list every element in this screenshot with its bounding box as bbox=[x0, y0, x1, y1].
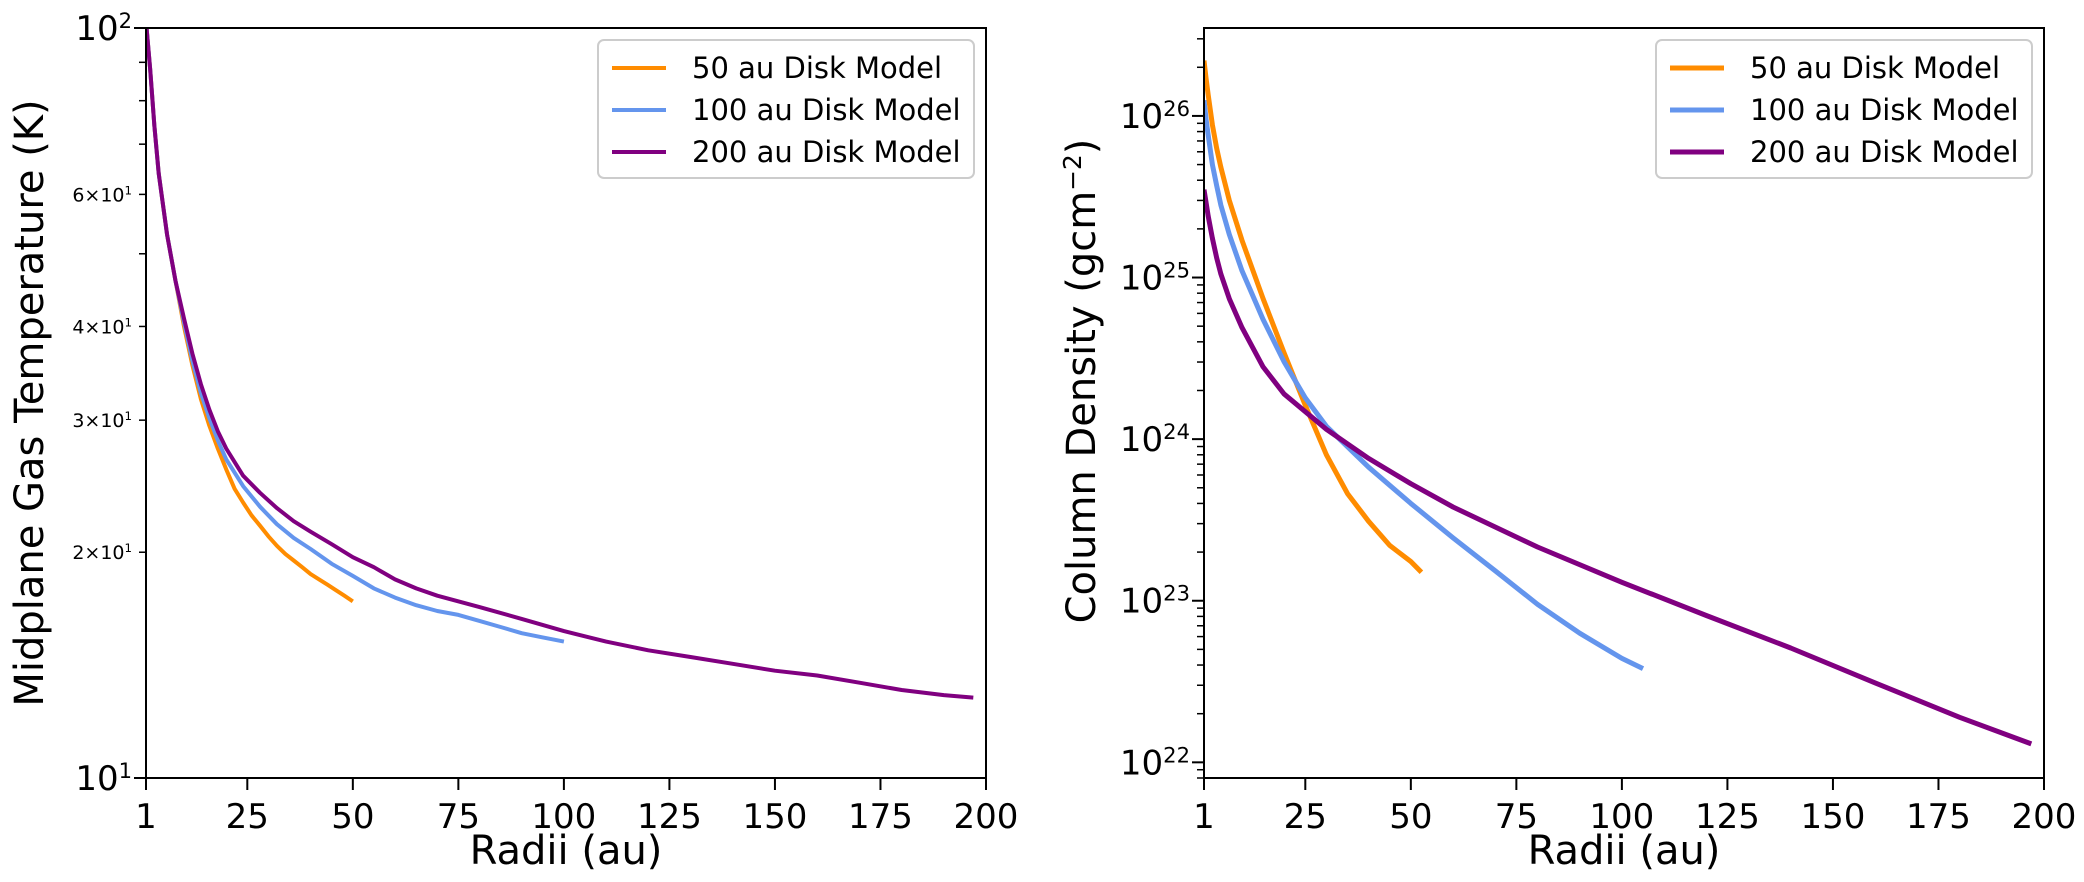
x-tick-label: 1 bbox=[1193, 797, 1215, 837]
y-minor-tick-label: 3×101 bbox=[72, 409, 132, 432]
y-tick-label: 1024 bbox=[1120, 419, 1190, 461]
x-tick-label: 175 bbox=[848, 797, 913, 837]
x-axis-title: Radii (au) bbox=[1528, 828, 1721, 874]
x-tick-label: 25 bbox=[226, 797, 269, 837]
legend-label: 100 au Disk Model bbox=[1750, 93, 2019, 127]
y-axis-title: Midplane Gas Temperature (K) bbox=[7, 99, 53, 706]
x-tick-label: 200 bbox=[2012, 797, 2077, 837]
y-tick-label: 1025 bbox=[1120, 257, 1190, 299]
x-tick-label: 150 bbox=[1800, 797, 1865, 837]
legend-label: 100 au Disk Model bbox=[692, 93, 961, 127]
legend-label: 200 au Disk Model bbox=[1750, 135, 2019, 169]
y-minor-tick-label: 6×101 bbox=[72, 183, 132, 206]
x-tick-label: 1 bbox=[135, 797, 157, 837]
plot-frame bbox=[145, 27, 987, 779]
x-tick-label: 75 bbox=[1495, 797, 1538, 837]
series-line-1 bbox=[1204, 100, 1645, 671]
plot-frame bbox=[1203, 27, 2045, 779]
y-tick-label: 1022 bbox=[1120, 742, 1190, 784]
legend: 50 au Disk Model 100 au Disk Model 200 au … bbox=[597, 39, 975, 179]
x-tick-label: 125 bbox=[1695, 797, 1760, 837]
y-axis-title: Column Density (gcm−2) bbox=[1058, 139, 1106, 624]
y-tick-label: 1026 bbox=[1120, 95, 1190, 136]
legend-label: 200 au Disk Model bbox=[692, 135, 961, 169]
legend-label: 50 au Disk Model bbox=[1750, 51, 2000, 85]
legend-label: 50 au Disk Model bbox=[692, 51, 942, 85]
x-tick-label: 50 bbox=[331, 797, 374, 837]
legend-box bbox=[597, 39, 975, 179]
y-minor-tick-label: 4×101 bbox=[72, 315, 132, 338]
x-axis-title: Radii (au) bbox=[470, 828, 663, 874]
series-line-2 bbox=[1204, 189, 2033, 747]
y-tick-label: 101 bbox=[75, 758, 132, 800]
x-tick-label: 100 bbox=[1589, 797, 1654, 837]
x-tick-label: 50 bbox=[1389, 797, 1432, 837]
x-tick-label: 75 bbox=[437, 797, 480, 837]
series-line-2 bbox=[146, 28, 974, 700]
x-tick-label: 25 bbox=[1284, 797, 1327, 837]
x-tick-label: 175 bbox=[1906, 797, 1971, 837]
y-tick-label: 1023 bbox=[1120, 580, 1190, 622]
x-tick-label: 125 bbox=[637, 797, 702, 837]
y-tick-label: 102 bbox=[75, 8, 132, 50]
x-tick-label: 200 bbox=[954, 797, 1019, 837]
y-minor-tick-label: 2×101 bbox=[72, 541, 132, 564]
series-line-1 bbox=[146, 28, 565, 644]
x-tick-label: 100 bbox=[531, 797, 596, 837]
series-line-0 bbox=[1204, 60, 1424, 575]
series-line-0 bbox=[146, 28, 354, 604]
x-tick-label: 150 bbox=[742, 797, 807, 837]
legend-box bbox=[1655, 39, 2033, 179]
legend: 50 au Disk Model 100 au Disk Model 200 au … bbox=[1655, 39, 2033, 179]
